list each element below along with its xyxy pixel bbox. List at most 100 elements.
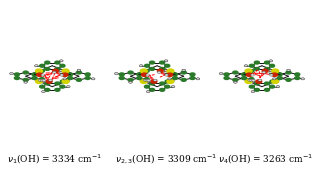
Circle shape [270,72,275,75]
Circle shape [115,73,118,75]
Circle shape [32,73,37,76]
Circle shape [245,70,249,73]
Circle shape [301,78,305,80]
Circle shape [224,77,229,79]
Circle shape [55,61,60,64]
Circle shape [254,88,260,91]
Circle shape [40,64,45,67]
Circle shape [254,61,260,64]
Circle shape [150,88,155,91]
Circle shape [39,78,44,80]
Circle shape [219,73,223,75]
Circle shape [272,69,279,73]
Circle shape [251,81,255,83]
Circle shape [15,73,20,76]
Circle shape [146,81,150,83]
Circle shape [269,85,274,88]
Circle shape [68,73,73,76]
Circle shape [76,78,81,81]
Circle shape [190,73,195,76]
Circle shape [40,79,44,81]
Circle shape [140,79,147,83]
Circle shape [190,77,195,79]
Circle shape [41,74,45,76]
Circle shape [262,71,266,73]
Circle shape [264,68,269,70]
Circle shape [151,80,157,83]
Circle shape [181,78,186,81]
Circle shape [143,73,147,75]
Circle shape [140,69,144,72]
Circle shape [146,90,150,93]
Circle shape [242,73,247,76]
Circle shape [164,60,168,62]
Circle shape [277,77,282,79]
Circle shape [272,78,276,80]
Circle shape [23,71,28,74]
Circle shape [295,77,300,79]
Circle shape [37,73,42,76]
Circle shape [76,71,81,74]
Circle shape [233,71,238,74]
Circle shape [269,70,273,72]
Circle shape [140,70,144,72]
Circle shape [85,73,90,76]
Text: $\nu_{2,3}$(OH) = 3309 cm$^{-1}$: $\nu_{2,3}$(OH) = 3309 cm$^{-1}$ [115,152,217,166]
Circle shape [65,81,69,83]
Circle shape [164,71,167,73]
Circle shape [65,80,69,82]
Circle shape [141,73,147,76]
Circle shape [38,79,42,81]
Circle shape [60,74,64,76]
Circle shape [172,73,177,76]
Circle shape [35,70,39,72]
Circle shape [164,70,168,72]
Circle shape [42,79,46,81]
Circle shape [32,77,37,79]
Circle shape [62,73,68,76]
Circle shape [172,77,177,79]
Circle shape [165,72,170,75]
Circle shape [38,73,42,75]
Circle shape [249,85,254,88]
Circle shape [268,71,272,73]
Circle shape [85,77,90,79]
Circle shape [160,61,165,64]
Circle shape [24,81,27,83]
Circle shape [140,70,144,73]
Circle shape [248,73,252,75]
Circle shape [270,80,275,83]
Circle shape [252,79,255,81]
Circle shape [128,71,133,74]
Circle shape [91,78,95,80]
Circle shape [77,69,81,71]
Circle shape [249,70,254,72]
Circle shape [196,78,200,80]
Circle shape [144,70,149,72]
Circle shape [224,73,229,76]
Circle shape [272,73,278,76]
Circle shape [171,86,175,88]
Circle shape [10,73,13,75]
Circle shape [160,68,165,70]
Circle shape [48,79,52,81]
Circle shape [170,81,174,83]
Circle shape [167,69,174,73]
Circle shape [63,71,67,73]
Circle shape [59,60,63,62]
Circle shape [36,70,39,73]
Circle shape [269,74,273,76]
Circle shape [170,80,174,82]
Circle shape [46,80,52,83]
Circle shape [147,79,151,81]
Circle shape [295,73,300,76]
Circle shape [60,80,65,83]
Circle shape [167,78,171,80]
Circle shape [270,71,274,73]
Circle shape [150,82,155,85]
Circle shape [258,79,262,81]
Circle shape [129,81,132,83]
Circle shape [264,88,269,91]
Circle shape [256,80,262,83]
Circle shape [250,79,254,81]
